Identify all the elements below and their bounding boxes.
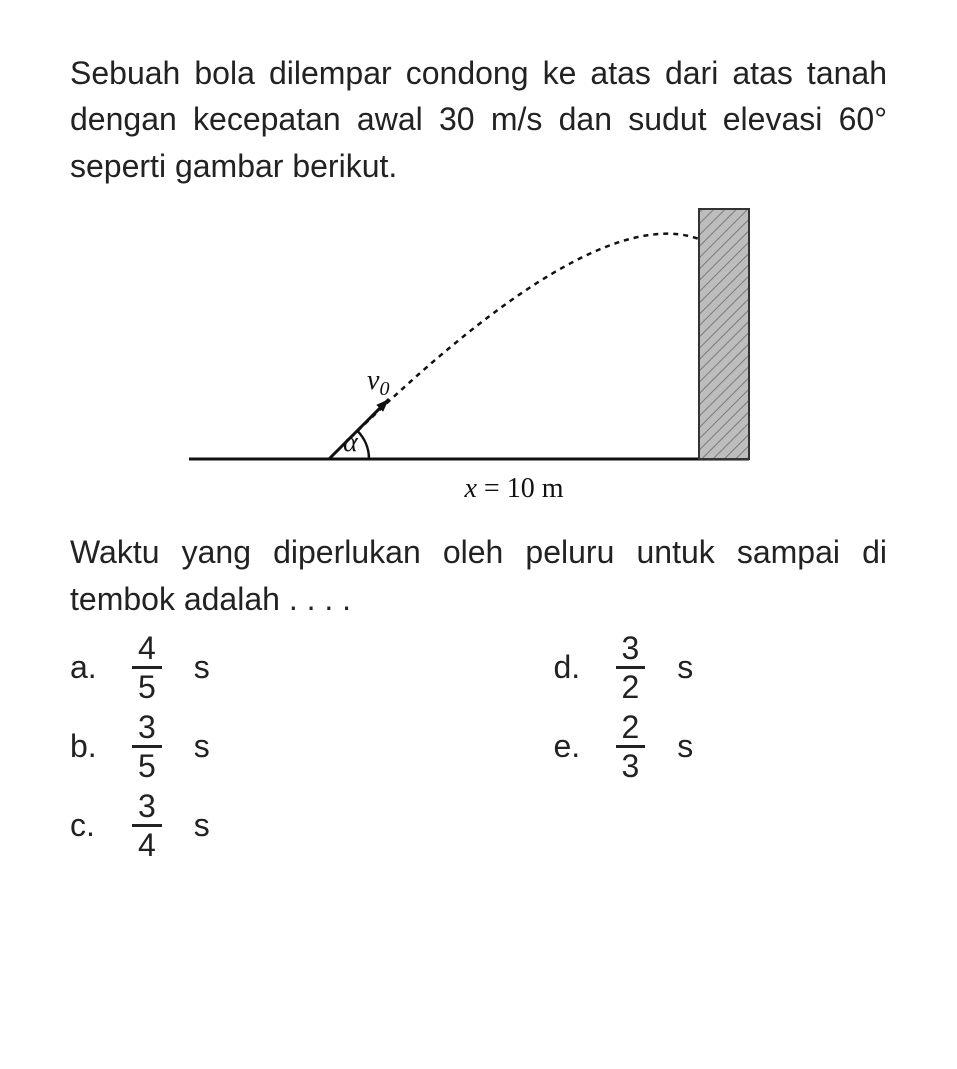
option-d: d. 3 2 s [554, 628, 888, 707]
trajectory-diagram: v0 α x = 10 m [169, 199, 789, 519]
fraction-denominator: 2 [616, 669, 646, 703]
answer-col-right: d. 3 2 s e. 2 3 s [554, 628, 888, 865]
fraction-denominator: 5 [132, 748, 162, 782]
fraction-denominator: 4 [132, 827, 162, 861]
option-unit: s [194, 807, 210, 844]
question-text: Sebuah bola dilempar condong ke atas dar… [70, 50, 887, 189]
option-label: b. [70, 728, 110, 765]
option-unit: s [677, 649, 693, 686]
svg-text:v0: v0 [367, 365, 389, 400]
prompt-text: Waktu yang diperlukan oleh peluru untuk … [70, 529, 887, 622]
fraction-numerator: 4 [132, 632, 162, 669]
option-fraction: 3 5 [132, 711, 162, 782]
option-fraction: 3 4 [132, 790, 162, 861]
answer-col-left: a. 4 5 s b. 3 5 s c. 3 4 s [70, 628, 404, 865]
fraction-denominator: 5 [132, 669, 162, 703]
figure-container: v0 α x = 10 m [70, 199, 887, 519]
option-unit: s [677, 728, 693, 765]
option-b: b. 3 5 s [70, 707, 404, 786]
option-label: c. [70, 807, 110, 844]
option-unit: s [194, 728, 210, 765]
fraction-numerator: 3 [132, 711, 162, 748]
fraction-numerator: 2 [616, 711, 646, 748]
fraction-numerator: 3 [616, 632, 646, 669]
answer-options: a. 4 5 s b. 3 5 s c. 3 4 s d. [70, 628, 887, 865]
fraction-numerator: 3 [132, 790, 162, 827]
option-fraction: 3 2 [616, 632, 646, 703]
option-label: e. [554, 728, 594, 765]
option-unit: s [194, 649, 210, 686]
option-fraction: 2 3 [616, 711, 646, 782]
fraction-denominator: 3 [616, 748, 646, 782]
option-a: a. 4 5 s [70, 628, 404, 707]
option-label: a. [70, 649, 110, 686]
svg-text:x = 10 m: x = 10 m [463, 473, 563, 504]
svg-text:α: α [343, 427, 359, 458]
option-c: c. 3 4 s [70, 786, 404, 865]
option-label: d. [554, 649, 594, 686]
option-fraction: 4 5 [132, 632, 162, 703]
option-e: e. 2 3 s [554, 707, 888, 786]
